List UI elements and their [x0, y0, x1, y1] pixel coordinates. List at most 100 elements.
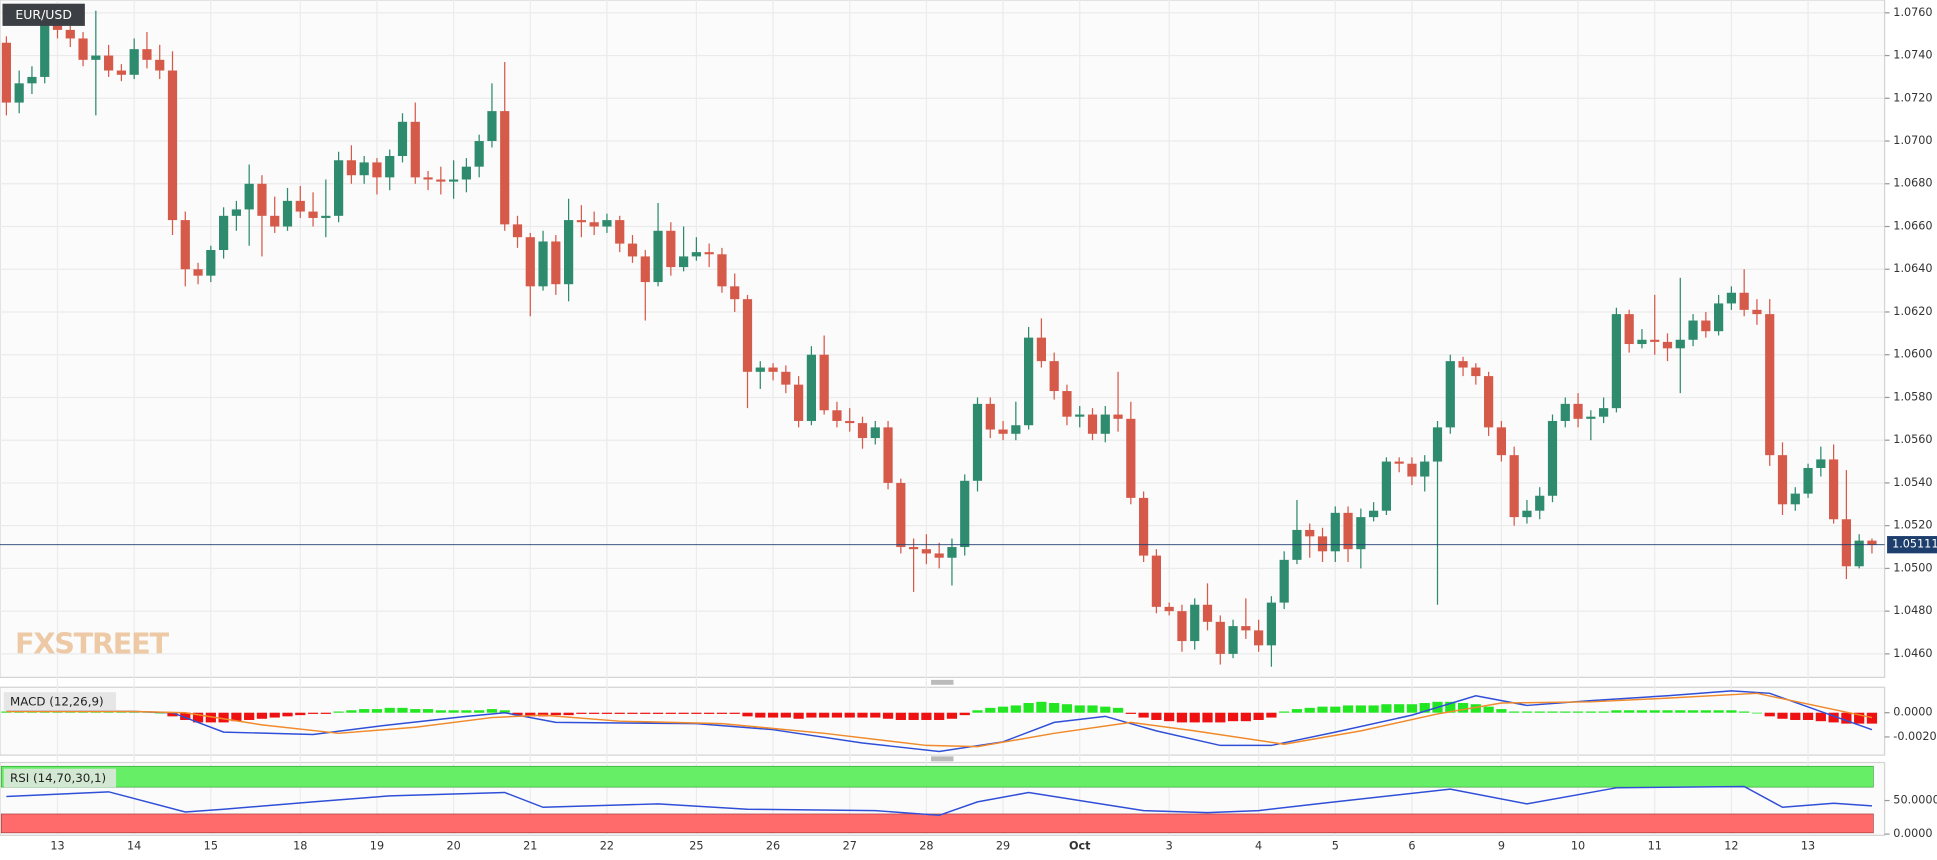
histogram-bar [1483, 706, 1494, 713]
indicator-line [6, 692, 1873, 748]
candle-body [1650, 339, 1660, 342]
candle-body [1496, 427, 1506, 456]
panel-handle[interactable] [931, 679, 954, 685]
histogram-bar [1713, 710, 1724, 713]
histogram-bar [346, 710, 357, 713]
macd-title: MACD (12,26,9) [10, 695, 104, 709]
y-tick-label: 0.0000 [1893, 827, 1932, 840]
candle-body [1254, 630, 1264, 646]
oversold-band [0, 813, 1874, 834]
panel-handle[interactable] [931, 756, 954, 762]
overbought-band [0, 765, 1874, 788]
candle-body [104, 55, 114, 71]
candle-body [909, 547, 919, 550]
histogram-bar [1445, 701, 1456, 713]
candle-body [1202, 604, 1213, 622]
candle-body [972, 403, 983, 481]
histogram-bar [1611, 710, 1622, 713]
x-tick-label: 14 [127, 839, 141, 852]
histogram-bar [857, 712, 868, 718]
candle-body [206, 250, 216, 276]
candle-body [193, 269, 203, 276]
candle-body [768, 367, 778, 372]
candle-body [1432, 427, 1443, 462]
candle-body [1471, 367, 1481, 377]
histogram-bar [154, 712, 165, 714]
histogram-bar [192, 712, 204, 723]
histogram-bar [1457, 703, 1469, 713]
candle-body [602, 220, 612, 227]
candle-body [1049, 361, 1059, 392]
candle-body [1739, 292, 1749, 310]
candle-body [781, 371, 791, 385]
candle-body [1075, 414, 1085, 417]
candle-body [1752, 309, 1762, 315]
histogram-bar [1138, 712, 1149, 718]
candle-body [934, 553, 944, 558]
candle-body [512, 224, 523, 238]
x-tick-label: 22 [600, 839, 614, 852]
candle-body [666, 230, 676, 268]
histogram-bar [1215, 712, 1226, 723]
chart-title: EUR/USD [15, 7, 71, 22]
histogram-bar [1010, 705, 1021, 713]
histogram-bar [806, 712, 817, 718]
candle-body [423, 177, 433, 180]
candle-body [1611, 314, 1621, 409]
candle-body [742, 299, 753, 372]
histogram-bar [1854, 712, 1865, 724]
candle-body [1816, 459, 1826, 468]
x-tick-label: 25 [689, 839, 703, 852]
x-tick-label: 13 [1801, 839, 1815, 852]
histogram-bar [1841, 712, 1852, 724]
histogram-bar [486, 709, 498, 713]
candle-body [40, 17, 50, 77]
candle-body [244, 183, 254, 210]
histogram-bar [1342, 705, 1354, 713]
histogram-bar [320, 712, 331, 714]
histogram-bar [1317, 706, 1328, 713]
histogram-bar [1470, 704, 1481, 713]
candle-body [219, 215, 229, 251]
y-tick-label: 1.0580 [1893, 390, 1932, 403]
histogram-bar [1036, 701, 1047, 713]
y-tick-label: 1.0600 [1893, 348, 1932, 361]
histogram-bar [1023, 703, 1034, 713]
histogram-bar [665, 712, 676, 714]
candle-body [832, 410, 842, 421]
histogram-bar [652, 712, 664, 714]
histogram-bar [716, 712, 728, 714]
x-tick-label: 26 [766, 839, 780, 852]
histogram-bar [972, 710, 983, 713]
x-tick-label: 10 [1571, 839, 1585, 852]
histogram-bar [1368, 705, 1379, 713]
histogram-bar [640, 712, 651, 714]
candle-body [1011, 425, 1021, 434]
y-tick-label: 1.0620 [1893, 305, 1932, 318]
candle-body [1087, 414, 1098, 434]
histogram-bar [1496, 709, 1507, 713]
candle-body [1637, 339, 1647, 345]
price-panel [0, 0, 1886, 679]
y-tick-label: 1.0500 [1893, 561, 1932, 574]
histogram-bar [563, 712, 574, 716]
candle-body [1, 42, 11, 103]
candle-body [308, 211, 318, 218]
candle-body [1701, 320, 1711, 332]
x-tick-label: 6 [1408, 839, 1415, 852]
candle-body [883, 427, 893, 483]
histogram-bar [435, 710, 446, 713]
candle-body [295, 200, 305, 212]
candle-body [321, 215, 331, 218]
candle-body [1100, 414, 1110, 434]
histogram-bar [1560, 711, 1571, 713]
histogram-bar [1074, 705, 1085, 713]
histogram-bar [474, 710, 485, 713]
histogram-bar [1700, 710, 1711, 713]
candle-body [397, 121, 408, 156]
histogram-bar [627, 712, 638, 714]
histogram-bar [1061, 704, 1073, 713]
candle-body [500, 111, 510, 225]
x-tick-label: 5 [1332, 839, 1339, 852]
rsi-title: RSI (14,70,30,1) [10, 771, 106, 785]
